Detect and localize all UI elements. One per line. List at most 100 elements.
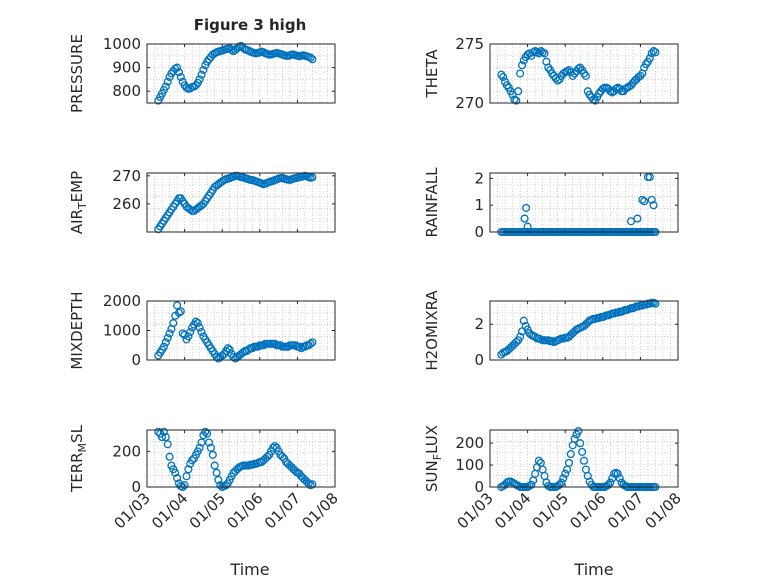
sun-flux-x-tick-label: 01/04 — [491, 489, 534, 532]
sun-flux-data-point — [561, 469, 570, 478]
mixdepth-data-point — [248, 344, 257, 353]
terr-msl-data-point — [197, 438, 206, 447]
subplot-air-temp: 260 270 AIRTEMP — [68, 167, 336, 234]
theta-data-point — [514, 87, 523, 96]
h2omixra-y-tick-label: 2 — [474, 315, 484, 333]
terr-msl-y-tick-label: 200 — [112, 442, 141, 460]
terr-msl-x-tick-label: 01/04 — [148, 489, 191, 532]
pressure-y-tick-label: 800 — [112, 82, 141, 100]
pressure-data-point — [163, 77, 172, 86]
sun-flux-data-point — [604, 480, 613, 489]
subplot-terr-msl: 0200TERRMSL01/0301/0401/0501/0601/0701/0… — [68, 424, 342, 532]
pressure-axes-box — [146, 43, 336, 104]
mixdepth-data-point — [176, 307, 185, 316]
sun-flux-data-point — [583, 471, 592, 481]
mixdepth-data-point — [184, 332, 193, 341]
sun-flux-x-tick-label: 01/06 — [566, 489, 609, 532]
theta-data-point — [581, 71, 590, 80]
theta-data-point — [508, 90, 517, 99]
pressure-y-tick-label: 1000 — [103, 35, 141, 53]
terr-msl-data-point — [163, 440, 172, 449]
mixdepth-y-tick-label: 0 — [131, 351, 141, 369]
mixdepth-y-label: MIXDEPTH — [68, 291, 86, 369]
pressure-data-point — [306, 53, 315, 62]
terr-msl-data-point — [195, 443, 204, 452]
mixdepth-data-point — [253, 342, 262, 351]
theta-data-point — [497, 70, 506, 79]
mixdepth-data-point — [295, 342, 304, 351]
theta-data-point — [649, 47, 658, 56]
mixdepth-y-tick-label: 2000 — [103, 292, 141, 310]
sun-flux-data-point — [527, 480, 536, 489]
mixdepth-axes-box — [146, 300, 336, 361]
sun-flux-data-point — [613, 469, 622, 478]
rainfall-data-point — [520, 214, 529, 223]
rainfall-plot-area — [490, 173, 678, 232]
terr-msl-x-tick-label: 01/06 — [223, 489, 266, 532]
terr-msl-data-point — [184, 465, 193, 474]
sun-flux-data-point — [615, 474, 624, 483]
rainfall-axes-box — [489, 172, 679, 233]
terr-msl-y-label: TERRMSL — [68, 424, 89, 493]
air-temp-plot-area — [147, 173, 335, 232]
mixdepth-data-point — [159, 342, 168, 351]
mixdepth-data-point — [169, 319, 178, 328]
h2omixra-data-point — [512, 338, 521, 347]
terr-msl-data-point — [221, 481, 231, 490]
terr-msl-data-point — [216, 481, 225, 490]
pressure-data-point — [174, 68, 184, 77]
terr-msl-data-point — [165, 452, 174, 461]
pressure-y-tick-label: 900 — [112, 59, 141, 77]
theta-y-label: THETA — [423, 49, 441, 99]
sun-flux-data-point — [557, 478, 566, 487]
theta-data-point — [544, 63, 553, 72]
sun-flux-y-tick-label: 0 — [474, 478, 484, 496]
sun-flux-axes-box — [489, 429, 679, 488]
terr-msl-data-point — [180, 481, 189, 490]
sun-flux-data-point — [606, 478, 615, 487]
pressure-data-point — [176, 72, 185, 82]
terr-msl-data-point — [157, 433, 167, 442]
subplot-pressure: 800 900 1000 PRESSURE — [68, 34, 336, 113]
sun-flux-y-label: SUNFLUX — [423, 425, 444, 492]
terr-msl-x-tick-label: 01/07 — [261, 489, 304, 532]
terr-msl-data-point — [214, 475, 223, 484]
h2omixra-plot-area — [490, 301, 678, 360]
theta-data-point — [579, 69, 589, 78]
h2omixra-y-tick-label: 0 — [474, 351, 484, 369]
theta-data-point — [534, 49, 543, 58]
sun-flux-data-point — [564, 458, 574, 467]
mixdepth-data-point — [223, 344, 232, 353]
h2omixra-data-point — [651, 299, 660, 308]
theta-data-point — [540, 49, 549, 58]
rainfall-data-point — [633, 214, 642, 223]
air-temp-y-tick-label: 270 — [112, 167, 141, 185]
rainfall-data-point — [638, 195, 647, 204]
terr-msl-data-point — [182, 472, 191, 481]
x-axis-label-left: Time — [229, 560, 269, 579]
rainfall-y-tick-label: 2 — [474, 169, 484, 187]
subplot-rainfall: 0 1 2 RAINFALL — [423, 167, 679, 241]
pressure-data-point — [191, 81, 200, 90]
sun-flux-x-tick-label: 01/08 — [642, 489, 685, 532]
terr-msl-data-point — [173, 474, 182, 483]
theta-data-point — [641, 60, 651, 69]
theta-data-point — [517, 61, 527, 70]
h2omixra-axes-box — [489, 300, 679, 361]
mixdepth-data-point — [308, 338, 317, 347]
sun-flux-plot-area — [490, 430, 678, 487]
terr-msl-data-point — [210, 461, 219, 470]
terr-msl-x-tick-label: 01/05 — [186, 489, 229, 532]
pressure-data-point — [195, 75, 204, 84]
terr-msl-data-point — [161, 433, 170, 442]
sun-flux-data-point — [555, 480, 564, 489]
mixdepth-data-point — [225, 345, 234, 354]
theta-data-point — [636, 71, 645, 80]
x-axis-label-right: Time — [573, 560, 613, 579]
terr-msl-data-point — [171, 468, 180, 477]
terr-msl-data-point — [268, 443, 278, 452]
terr-msl-data-point — [308, 480, 317, 489]
pressure-data-point — [308, 55, 317, 64]
mixdepth-data-point — [276, 341, 285, 350]
